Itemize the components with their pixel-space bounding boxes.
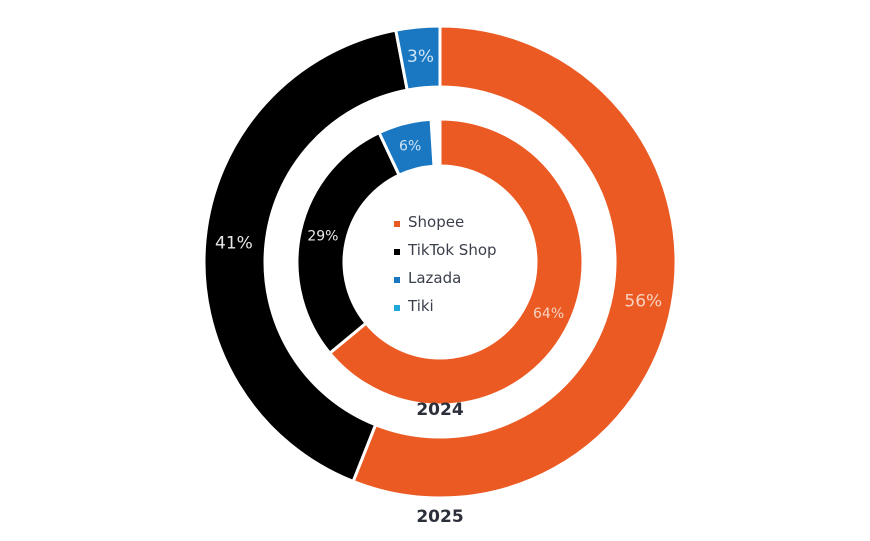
slice-label: 6%	[399, 139, 421, 155]
year-label-2024: 2024	[416, 400, 464, 420]
year-label-2025: 2025	[416, 507, 464, 527]
legend-item-shopee[interactable]: Shopee	[394, 208, 497, 236]
slice-label: 29%	[307, 229, 338, 245]
slice-labels: 64% 29% 6% 56% 41% 3%	[215, 47, 662, 322]
legend-label: Tiki	[408, 297, 434, 315]
legend-swatch-tiktok-icon	[394, 249, 400, 255]
ring-2025	[202, 24, 678, 500]
slice-2024-shopee[interactable]	[327, 117, 585, 407]
legend-item-lazada[interactable]: Lazada	[394, 264, 497, 292]
slice-2025-tiktok-shop[interactable]	[202, 28, 409, 484]
slice-label: 64%	[533, 306, 564, 322]
legend-swatch-lazada-icon	[394, 277, 400, 283]
legend-label: Shopee	[408, 213, 465, 231]
slice-2025-lazada[interactable]	[394, 24, 442, 92]
slice-label: 56%	[624, 292, 662, 312]
legend-swatch-shopee-icon	[394, 221, 400, 227]
legend-swatch-tiki-icon	[394, 305, 400, 311]
legend-item-tiki[interactable]: Tiki	[394, 292, 497, 320]
legend-label: Lazada	[408, 269, 462, 287]
slice-2024-lazada[interactable]	[377, 117, 436, 178]
slice-2025-shopee[interactable]	[351, 24, 678, 500]
legend-label: TikTok Shop	[408, 241, 497, 259]
slice-2024-tiktok-shop[interactable]	[295, 130, 402, 356]
legend: Shopee TikTok Shop Lazada Tiki	[394, 208, 497, 320]
ring-2024	[295, 117, 585, 407]
legend-item-tiktok-shop[interactable]: TikTok Shop	[394, 236, 497, 264]
slice-label: 41%	[215, 233, 253, 253]
slice-label: 3%	[407, 47, 434, 67]
